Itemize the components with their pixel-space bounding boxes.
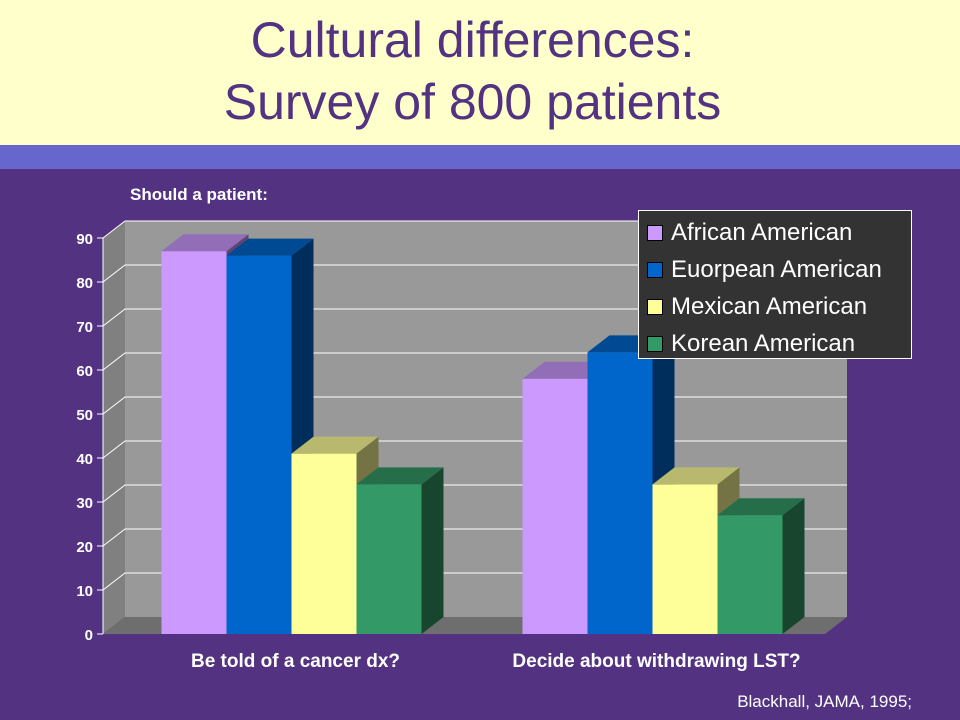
bar: [291, 453, 357, 634]
bar: [226, 255, 292, 634]
bar: [522, 378, 588, 634]
legend-label: African American: [671, 219, 853, 246]
bar-top: [226, 238, 314, 256]
bar-top: [717, 498, 805, 516]
slide-title-line-2: Survey of 800 patients: [223, 74, 722, 130]
y-tick-label: 40: [76, 451, 93, 468]
legend-item: Mexican American: [647, 291, 867, 323]
bar-side: [421, 467, 444, 634]
legend-label: Korean American: [671, 330, 856, 357]
x-category-label: Be told of a cancer dx?: [191, 651, 400, 672]
y-tick-label: 10: [76, 583, 93, 600]
source-citation: Blackhall, JAMA, 1995;: [737, 692, 912, 711]
y-tick-label: 70: [76, 319, 93, 336]
legend-label: Mexican American: [671, 293, 868, 320]
title-band: [0, 0, 960, 145]
legend-swatch: [647, 336, 663, 352]
y-tick-label: 50: [76, 407, 93, 424]
y-tick-label: 90: [76, 231, 93, 248]
accent-bar: [0, 145, 960, 169]
y-tick-label: 30: [76, 495, 93, 512]
bar-top: [356, 467, 444, 485]
legend-label: Euorpean American: [671, 256, 882, 283]
legend-swatch: [647, 262, 663, 278]
bar: [356, 484, 422, 634]
chart-legend: African American Euorpean American Mexican…: [638, 210, 912, 359]
gridline: [102, 220, 847, 239]
bar-top: [652, 467, 740, 485]
gridline: [102, 264, 847, 283]
y-tick-label: 0: [85, 627, 93, 644]
bar: [717, 515, 783, 634]
y-tick-label: 20: [76, 539, 93, 556]
legend-item: Korean American: [647, 328, 855, 360]
legend-item: African American: [647, 217, 852, 249]
bar: [587, 352, 653, 634]
bar-top: [161, 234, 249, 252]
bar-top: [291, 436, 379, 454]
legend-swatch: [647, 225, 663, 241]
legend-swatch: [647, 299, 663, 315]
slide-title-line-1: Cultural differences:: [250, 12, 695, 68]
y-tick-label: 80: [76, 275, 93, 292]
x-category-label: Decide about withdrawing LST?: [512, 651, 800, 672]
legend-item: Euorpean American: [647, 254, 882, 286]
chart-subtitle: Should a patient:: [130, 185, 268, 204]
bar-side: [782, 498, 805, 634]
y-tick-label: 60: [76, 363, 93, 380]
bar: [161, 251, 227, 634]
plot-side-wall: [103, 221, 125, 634]
gridline: [102, 308, 847, 327]
bar: [652, 484, 718, 634]
